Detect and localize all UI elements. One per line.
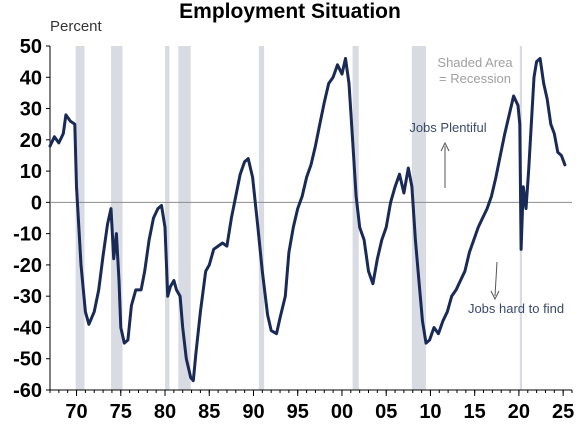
- x-tick-label: 70: [65, 401, 87, 423]
- y-tick-label: -20: [13, 255, 42, 277]
- y-tick-label: -40: [13, 317, 42, 339]
- up-arrow-head: [440, 141, 450, 152]
- x-tick-label: 85: [198, 401, 220, 423]
- down-arrow-head: [490, 290, 500, 301]
- y-tick-label: -10: [13, 224, 42, 246]
- y-tick-label: -30: [13, 286, 42, 308]
- y-tick-label: 0: [31, 192, 42, 214]
- y-tick-label: 40: [20, 67, 42, 89]
- y-tick-label: 30: [20, 99, 42, 121]
- y-tick-label: 50: [20, 36, 42, 58]
- x-tick-label: 20: [508, 401, 530, 423]
- x-tick-label: 80: [154, 401, 176, 423]
- x-tick-label: 95: [287, 401, 309, 423]
- x-tick-label: 10: [419, 401, 441, 423]
- x-tick-label: 15: [464, 401, 486, 423]
- jobs-plentiful-label: Jobs Plentiful: [409, 120, 486, 135]
- x-tick-label: 05: [375, 401, 397, 423]
- x-tick-label: 25: [552, 401, 574, 423]
- recession-band: [352, 46, 359, 390]
- x-tick-label: 90: [242, 401, 264, 423]
- recession-band: [165, 46, 170, 390]
- y-tick-label: 20: [20, 130, 42, 152]
- chart-title: Employment Situation: [179, 0, 401, 23]
- jobs-hard-label: Jobs hard to find: [468, 301, 564, 316]
- x-tick-label: 00: [331, 401, 353, 423]
- y-tick-label: -60: [13, 380, 42, 402]
- recession-label: = Recession: [439, 71, 511, 86]
- x-tick-label: 75: [110, 401, 132, 423]
- down-arrow-shaft: [494, 261, 498, 297]
- recession-band: [75, 46, 85, 390]
- recession-band: [258, 46, 265, 390]
- recession-band: [111, 46, 123, 390]
- y-tick-label: -50: [13, 349, 42, 371]
- y-tick-label: 10: [20, 161, 42, 183]
- unit-label: Percent: [50, 18, 102, 35]
- series-line: [48, 57, 567, 383]
- shaded-area-label: Shaded Area: [437, 55, 513, 70]
